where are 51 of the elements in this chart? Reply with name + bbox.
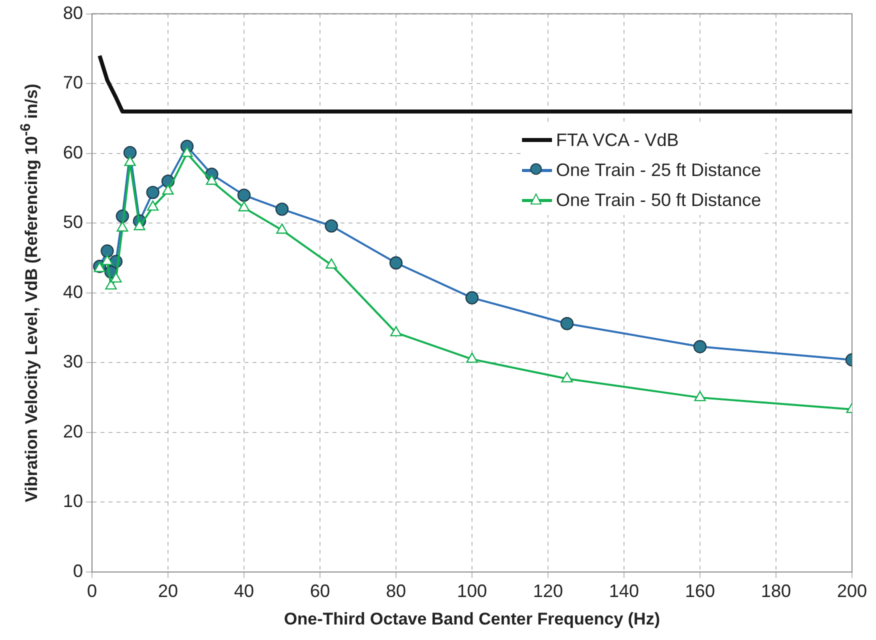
x-tick-label: 180 — [760, 580, 792, 601]
point — [694, 390, 706, 402]
point — [693, 340, 707, 354]
point — [101, 254, 114, 266]
x-tick-label: 60 — [310, 580, 330, 601]
point — [326, 258, 338, 269]
point — [110, 272, 122, 283]
y-tick-label: 80 — [62, 2, 84, 23]
point — [100, 244, 114, 258]
legend-label: One Train - 50 ft Distance — [556, 190, 762, 211]
x-tick-label: 100 — [456, 580, 488, 601]
point — [162, 184, 174, 195]
point — [238, 201, 250, 212]
y-tick-label: 30 — [62, 352, 84, 372]
x-tick-label: 80 — [386, 580, 406, 601]
x-axis-title: One-Third Octave Band Center Frequency (Hz) — [284, 609, 660, 628]
point — [390, 326, 402, 336]
point — [123, 146, 137, 160]
y-tick-label: 0 — [73, 560, 84, 581]
point — [105, 279, 117, 290]
point — [134, 220, 146, 230]
point — [116, 221, 128, 232]
x-tick-label: 20 — [158, 580, 178, 601]
x-tick-label: 140 — [608, 580, 640, 601]
x-tick-label: 0 — [87, 580, 98, 601]
x-tick-label: 120 — [532, 580, 564, 601]
point — [206, 174, 218, 185]
x-tick-label: 160 — [684, 580, 716, 601]
point — [324, 219, 338, 233]
y-tick-label: 50 — [62, 212, 84, 232]
point — [146, 186, 160, 200]
point — [276, 224, 288, 234]
point — [275, 202, 289, 216]
y-tick-label: 20 — [62, 421, 84, 442]
point — [389, 256, 403, 270]
point — [465, 291, 479, 304]
y-tick-label: 40 — [62, 282, 84, 302]
x-tick-label: 40 — [234, 580, 254, 601]
point — [181, 146, 193, 157]
legend-label: FTA VCA - VdB — [556, 130, 679, 151]
y-tick-label: 70 — [62, 72, 84, 93]
point — [560, 317, 574, 330]
y-tick-label: 10 — [62, 491, 84, 512]
point — [124, 156, 136, 166]
point — [147, 200, 159, 211]
legend-label: One Train - 25 ft Distance — [556, 160, 762, 181]
x-tick-label: 200 — [836, 580, 868, 601]
y-tick-label: 60 — [62, 142, 84, 162]
point — [237, 188, 251, 202]
point — [466, 352, 478, 363]
point — [561, 372, 573, 382]
